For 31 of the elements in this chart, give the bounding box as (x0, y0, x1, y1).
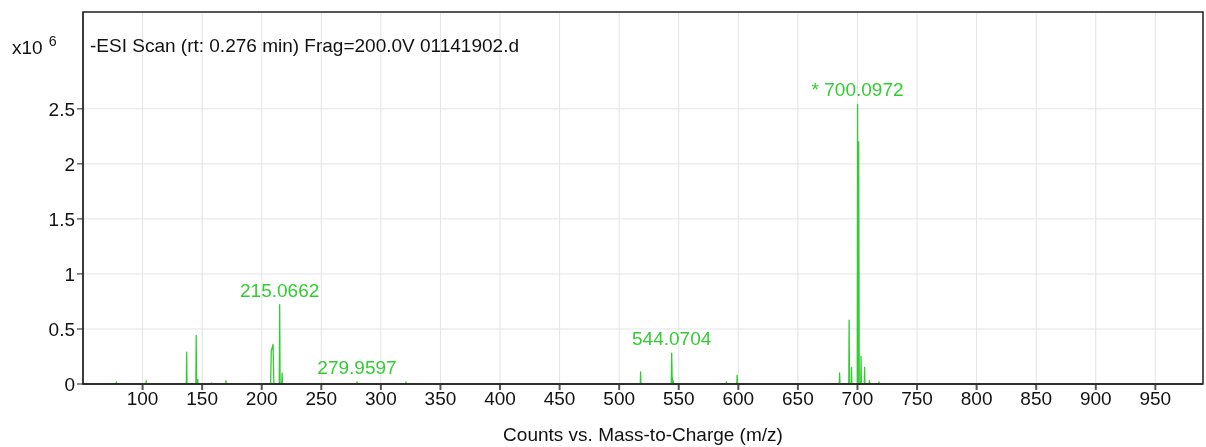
x-tick-label: 750 (901, 388, 933, 410)
x-tick-label: 850 (1020, 388, 1053, 410)
x-tick-label: 600 (722, 388, 755, 410)
text: -ESI Scan (rt: 0.276 min) Frag=200.0V 01141902.d (90, 35, 519, 56)
annotation: 544.0704 (632, 328, 712, 350)
annotation: * 700.0972 (811, 79, 904, 101)
x-tick-label: 100 (126, 388, 159, 410)
x-tick-label: 250 (305, 388, 338, 410)
x-axis-title: Counts vs. Mass-to-Charge (m/z) (503, 424, 783, 445)
x-tick-label: 150 (186, 388, 218, 410)
x-tick-label: 500 (603, 388, 636, 410)
x-tick-label: 800 (960, 388, 993, 410)
x-tick-label: 550 (662, 388, 695, 410)
x-tick-label: 900 (1079, 388, 1112, 410)
y-tick-label: 0.5 (48, 318, 75, 340)
annotation: 215.0662 (240, 279, 320, 301)
x-tick-label: 700 (841, 388, 874, 410)
x-tick-label: 350 (424, 388, 457, 410)
y-tick-label: 1 (64, 263, 75, 285)
x-tick-label: 650 (782, 388, 814, 410)
x-tick-label: 950 (1139, 388, 1172, 410)
x-tick-label: 450 (543, 388, 576, 410)
x-tick-label: 400 (484, 388, 516, 410)
y-tick-label: 2.5 (48, 98, 75, 120)
y-tick-label: 0 (64, 373, 75, 395)
x-tick-label: 200 (245, 388, 278, 410)
x-tick-label: 300 (365, 388, 397, 410)
y-tick-label: 1.5 (48, 208, 75, 230)
y-tick-label: 2 (64, 153, 75, 175)
annotation: 279.9597 (317, 356, 397, 378)
y-axis-title: x10$^{6}$ (12, 33, 57, 58)
